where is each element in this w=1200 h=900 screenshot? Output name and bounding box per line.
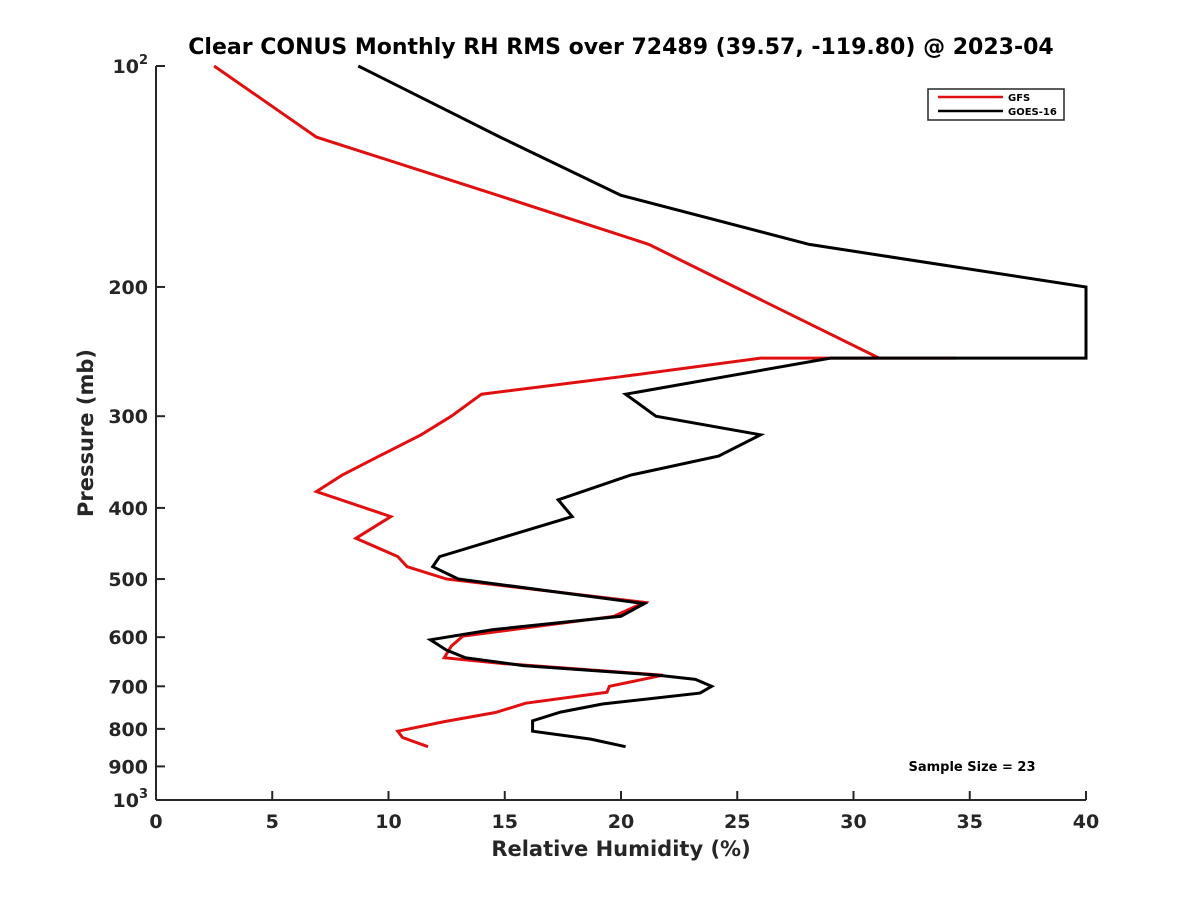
x-tick-label: 0 — [149, 811, 162, 833]
x-tick-label: 40 — [1073, 811, 1099, 833]
series-line-goes16 — [357, 64, 1088, 749]
x-tick-label: 5 — [266, 811, 279, 833]
y-tick-label: 900 — [108, 756, 148, 778]
x-tick-label: 20 — [608, 811, 634, 833]
x-axis-label: Relative Humidity (%) — [491, 837, 750, 861]
y-tick-label: 600 — [108, 627, 148, 649]
sample-size-annotation: Sample Size = 23 — [908, 760, 1035, 775]
legend-box — [927, 88, 1065, 121]
x-tick-label: 30 — [840, 811, 866, 833]
y-tick-label: 102 — [113, 53, 149, 78]
y-ticks: 102 200 300 400 500 600 700 800 900 103 — [108, 53, 165, 812]
y-tick-label: 800 — [108, 719, 148, 741]
x-tick-label: 15 — [492, 811, 518, 833]
y-tick-label: 200 — [108, 277, 148, 299]
y-tick-label: 103 — [113, 787, 149, 812]
y-tick-label: 700 — [108, 676, 148, 698]
chart-title: Clear CONUS Monthly RH RMS over 72489 (3… — [188, 35, 1053, 60]
y-tick-label: 300 — [108, 406, 148, 428]
series-line-gfs — [213, 64, 956, 749]
y-axis-label: Pressure (mb) — [74, 349, 98, 517]
x-ticks: 0 5 10 15 20 25 30 35 40 — [149, 791, 1099, 833]
legend: GFS GOES-16 — [927, 88, 1065, 121]
y-tick-label: 400 — [108, 498, 148, 520]
plot-area: 0 5 10 15 20 25 30 35 40 102 200 300 400 500 600 700 80… — [108, 53, 1099, 833]
x-tick-label: 10 — [375, 811, 401, 833]
series-layer — [213, 64, 1088, 749]
y-tick-label: 500 — [108, 569, 148, 591]
x-tick-label: 35 — [957, 811, 983, 833]
x-tick-label: 25 — [724, 811, 750, 833]
legend-label-goes16: GOES-16 — [1008, 107, 1057, 118]
legend-label-gfs: GFS — [1008, 93, 1030, 104]
